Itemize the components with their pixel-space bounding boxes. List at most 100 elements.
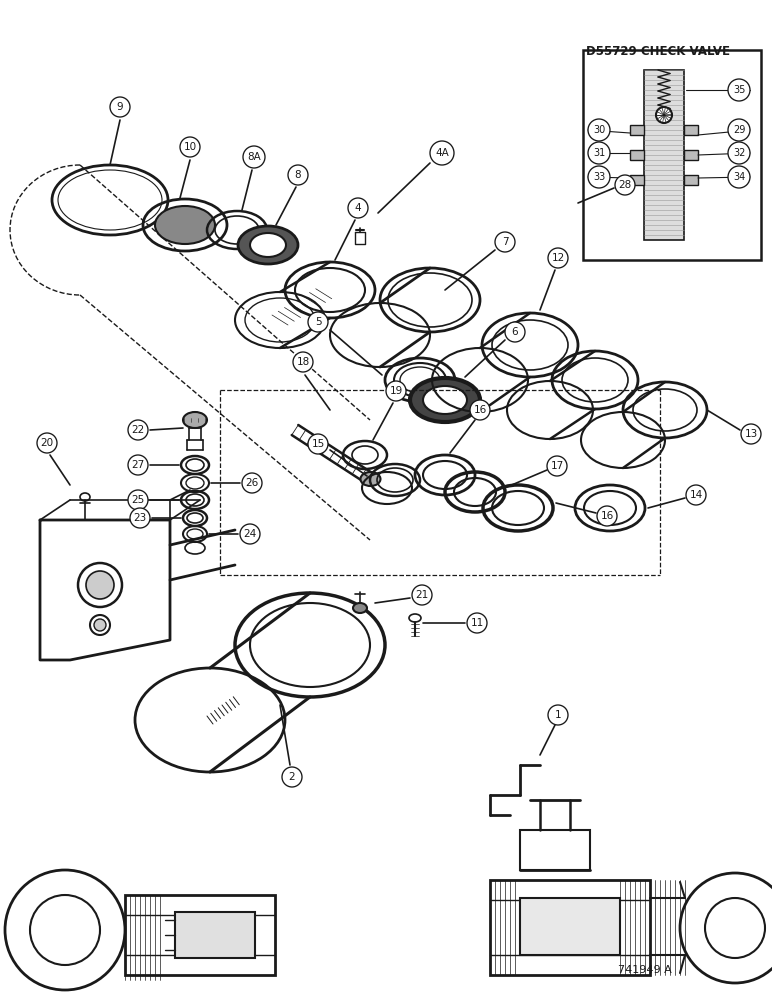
Text: 13: 13 (744, 429, 757, 439)
Text: 23: 23 (134, 513, 147, 523)
Text: 2: 2 (289, 772, 296, 782)
Circle shape (741, 424, 761, 444)
Text: 14: 14 (689, 490, 703, 500)
Text: 30: 30 (593, 125, 605, 135)
Circle shape (728, 119, 750, 141)
Text: 28: 28 (618, 180, 631, 190)
Circle shape (240, 524, 260, 544)
Text: 27: 27 (131, 460, 144, 470)
Circle shape (128, 490, 148, 510)
Circle shape (282, 767, 302, 787)
Circle shape (467, 613, 487, 633)
Bar (684, 125, 698, 135)
Circle shape (348, 198, 368, 218)
Circle shape (430, 141, 454, 165)
Ellipse shape (423, 386, 467, 414)
Circle shape (615, 175, 635, 195)
Text: 12: 12 (551, 253, 564, 263)
Text: 18: 18 (296, 357, 310, 367)
Circle shape (180, 137, 200, 157)
Circle shape (308, 312, 328, 332)
Circle shape (728, 142, 750, 164)
Text: 7: 7 (502, 237, 508, 247)
Circle shape (128, 455, 148, 475)
Circle shape (597, 506, 617, 526)
Circle shape (495, 232, 515, 252)
Circle shape (242, 473, 262, 493)
Circle shape (86, 571, 114, 599)
Bar (520, 830, 590, 870)
Text: 16: 16 (601, 511, 614, 521)
Bar (684, 150, 698, 160)
Circle shape (728, 79, 750, 101)
Ellipse shape (250, 233, 286, 257)
Bar (583, 50, 761, 260)
Bar (125, 895, 275, 975)
Circle shape (686, 485, 706, 505)
Text: 35: 35 (733, 85, 745, 95)
Bar (630, 175, 644, 185)
Circle shape (588, 142, 610, 164)
Circle shape (548, 248, 568, 268)
Text: 25: 25 (131, 495, 144, 505)
Text: 5: 5 (315, 317, 321, 327)
Text: 15: 15 (311, 439, 324, 449)
Text: 8: 8 (295, 170, 301, 180)
Circle shape (37, 433, 57, 453)
Bar (520, 898, 620, 955)
Circle shape (470, 400, 490, 420)
Ellipse shape (238, 226, 298, 264)
Bar (175, 912, 255, 958)
Text: 24: 24 (243, 529, 256, 539)
Circle shape (547, 456, 567, 476)
Text: 4: 4 (354, 203, 361, 213)
Text: 32: 32 (733, 148, 745, 158)
Circle shape (243, 146, 265, 168)
Text: 19: 19 (389, 386, 403, 396)
Ellipse shape (183, 412, 207, 428)
Text: 29: 29 (733, 125, 745, 135)
Bar (644, 70, 684, 240)
Circle shape (110, 97, 130, 117)
Text: 22: 22 (131, 425, 144, 435)
Circle shape (308, 434, 328, 454)
Circle shape (728, 166, 750, 188)
Text: 10: 10 (184, 142, 197, 152)
Bar (630, 150, 644, 160)
Circle shape (128, 420, 148, 440)
Bar (684, 175, 698, 185)
Text: 34: 34 (733, 172, 745, 182)
Text: D55729 CHECK VALVE: D55729 CHECK VALVE (586, 45, 730, 58)
Ellipse shape (155, 206, 215, 244)
Text: 8A: 8A (247, 152, 261, 162)
Circle shape (588, 119, 610, 141)
Text: 21: 21 (415, 590, 428, 600)
Text: 741949 A: 741949 A (618, 965, 672, 975)
Circle shape (288, 165, 308, 185)
Ellipse shape (410, 378, 480, 422)
Text: 20: 20 (40, 438, 53, 448)
Circle shape (505, 322, 525, 342)
Ellipse shape (361, 472, 381, 486)
Bar (490, 880, 650, 975)
Text: 17: 17 (550, 461, 564, 471)
Circle shape (386, 381, 406, 401)
Circle shape (94, 619, 106, 631)
Circle shape (588, 166, 610, 188)
Text: 16: 16 (473, 405, 486, 415)
Text: 9: 9 (117, 102, 124, 112)
Ellipse shape (353, 603, 367, 613)
Text: 26: 26 (245, 478, 259, 488)
Circle shape (293, 352, 313, 372)
Circle shape (548, 705, 568, 725)
Text: 6: 6 (512, 327, 518, 337)
Text: 11: 11 (470, 618, 483, 628)
Text: 33: 33 (593, 172, 605, 182)
Text: 4A: 4A (435, 148, 449, 158)
Circle shape (130, 508, 150, 528)
Circle shape (412, 585, 432, 605)
Circle shape (656, 107, 672, 123)
Text: 31: 31 (593, 148, 605, 158)
Text: 1: 1 (555, 710, 561, 720)
Bar (630, 125, 644, 135)
